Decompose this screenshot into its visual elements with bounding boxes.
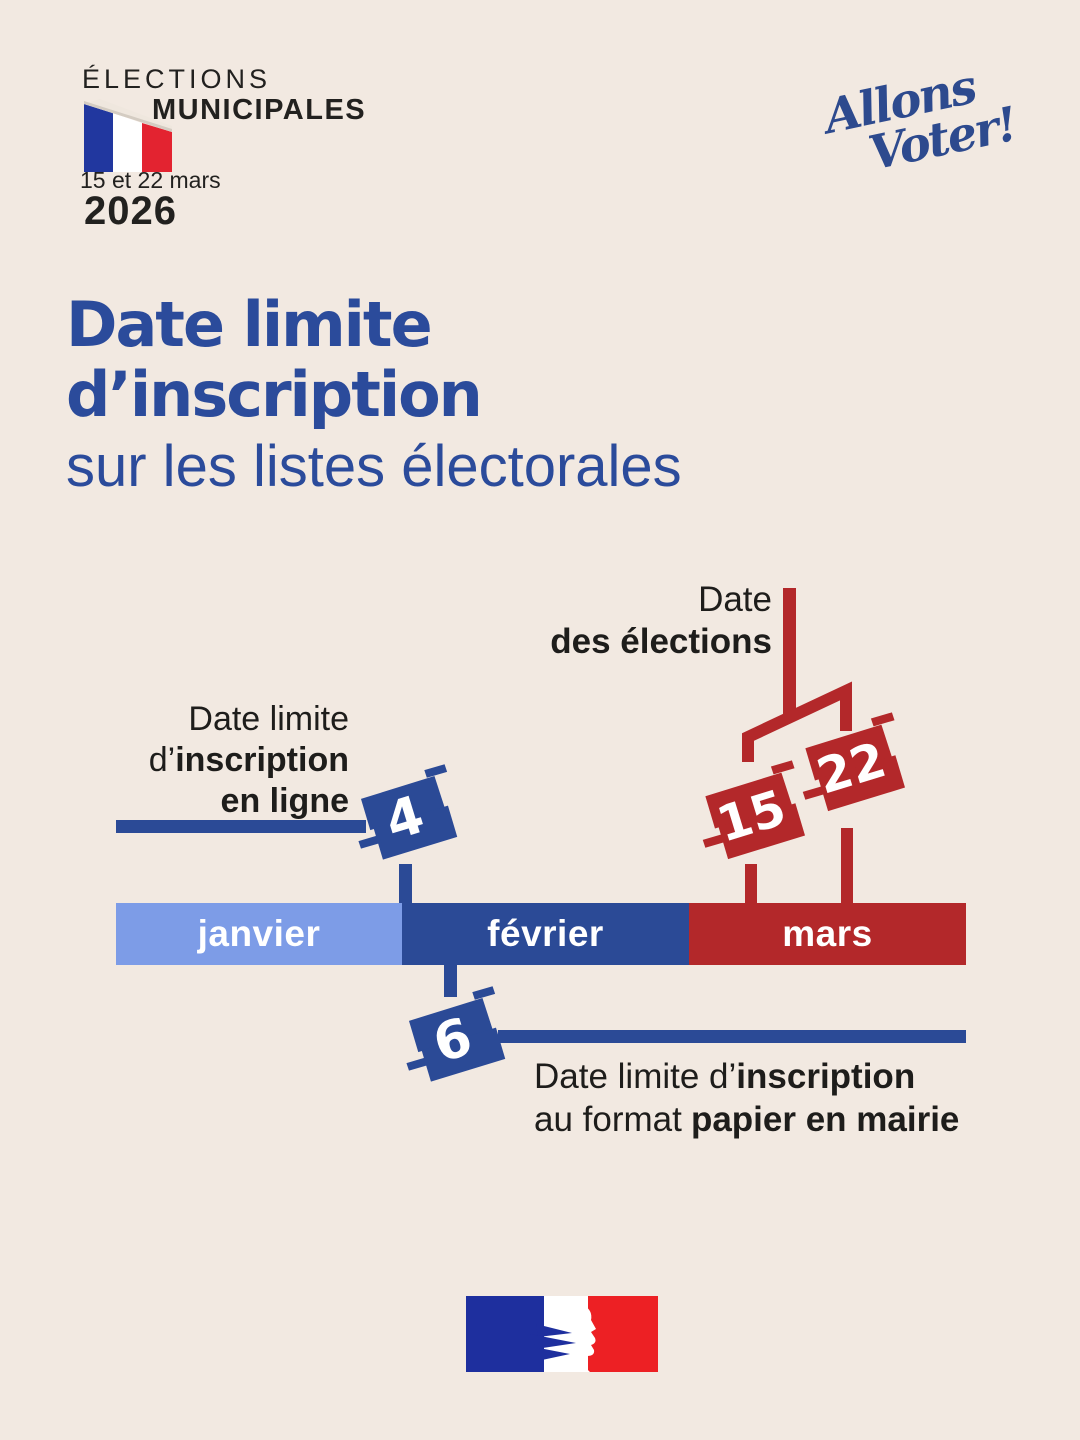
allons-voter-logo: Allons Voter! xyxy=(820,58,1021,184)
elections-date-line1: Date xyxy=(698,580,772,619)
online-tick xyxy=(399,864,412,908)
month-segment-mars: mars xyxy=(689,903,966,965)
header-dates: 15 et 22 mars xyxy=(80,167,221,193)
header-year: 2026 xyxy=(84,189,177,233)
badge-paper-deadline: 6 xyxy=(398,982,512,1096)
title-line1: Date limite xyxy=(66,288,433,361)
paper-deadline-line2-bold: papier en mairie xyxy=(690,1100,960,1139)
elections-date-label: Date des élections xyxy=(420,579,772,663)
badge-4-number: 4 xyxy=(378,784,431,853)
marianne-logo xyxy=(466,1296,658,1372)
badge-online-deadline: 4 xyxy=(350,760,464,874)
paper-deadline-line1-bold: inscription xyxy=(736,1057,916,1096)
month-label-fevrier: février xyxy=(487,913,604,954)
month-segment-janvier: janvier xyxy=(116,903,402,965)
elections-date-line2: des élections xyxy=(550,622,772,661)
online-deadline-line3: en ligne xyxy=(220,782,349,820)
month-label-janvier: janvier xyxy=(197,913,321,954)
timeline-bar: janvier février mars xyxy=(116,903,966,965)
badge-election-round2: 22 xyxy=(794,708,912,826)
paper-tick xyxy=(444,963,457,997)
paper-deadline-label: Date limite d’inscription au format papie… xyxy=(534,1055,959,1141)
paper-deadline-line2-prefix: au format xyxy=(534,1100,682,1139)
header-elections-label: ÉLECTIONS xyxy=(82,64,272,94)
french-flag-icon xyxy=(84,99,172,172)
paper-leader-line xyxy=(498,1030,966,1043)
month-label-mars: mars xyxy=(782,913,873,954)
online-deadline-label: Date limite d’inscription en ligne xyxy=(95,699,349,822)
round1-tick xyxy=(745,864,757,906)
badge-22-number: 22 xyxy=(811,731,893,805)
badge-6-number: 6 xyxy=(426,1006,479,1075)
badge-15-number: 15 xyxy=(711,779,793,853)
online-deadline-line1: Date limite xyxy=(188,700,349,738)
online-deadline-line2-bold: inscription xyxy=(175,741,349,779)
elections-bracket xyxy=(742,681,852,762)
title-line2: d’inscription xyxy=(66,358,483,431)
badge-election-round1: 15 xyxy=(694,756,812,874)
paper-deadline-line1-prefix: Date limite d’ xyxy=(534,1057,737,1096)
round2-tick xyxy=(841,828,853,906)
online-deadline-line2-prefix: d’ xyxy=(148,741,176,779)
header-municipales-label: MUNICIPALES xyxy=(152,94,367,126)
title-line3: sur les listes électorales xyxy=(66,434,682,499)
elections-leader-line xyxy=(783,588,796,714)
month-segment-fevrier: février xyxy=(402,903,689,965)
page-title: Date limite d’inscription sur les listes… xyxy=(66,290,682,500)
